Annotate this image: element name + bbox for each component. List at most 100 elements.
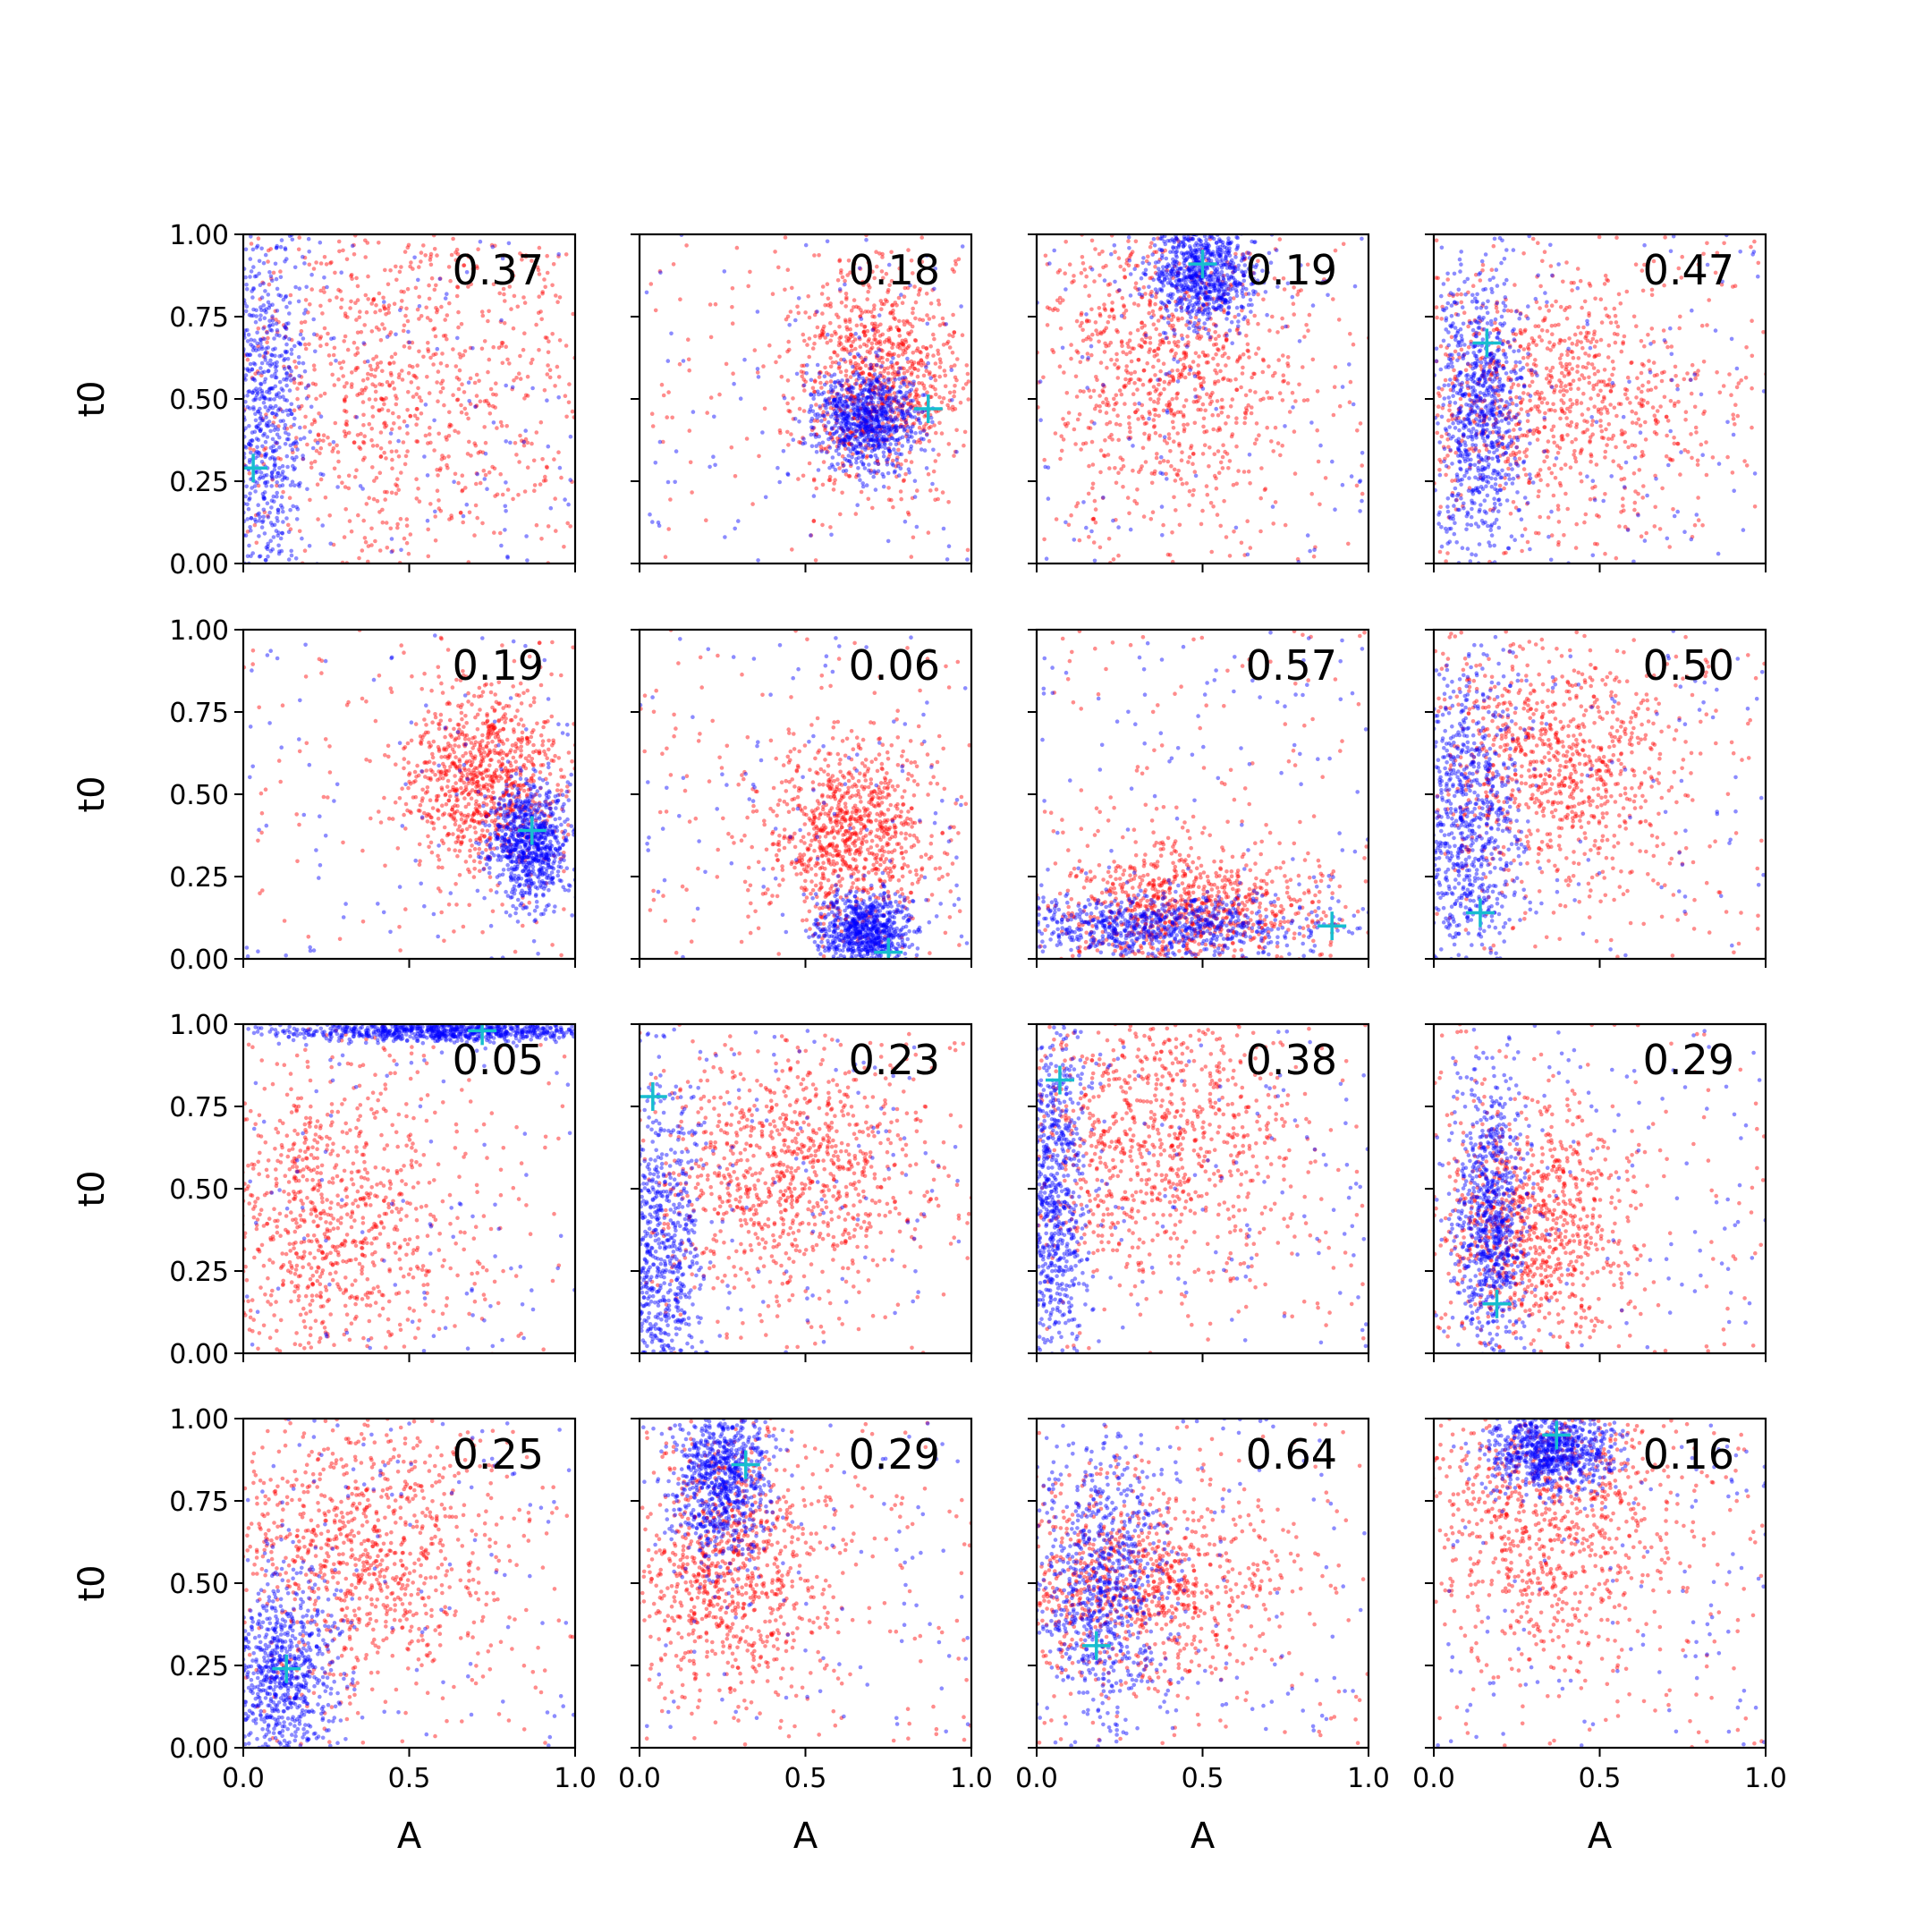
blue-point (261, 433, 266, 438)
red-point (1148, 517, 1154, 521)
red-point (1267, 328, 1272, 333)
red-point (876, 387, 880, 392)
red-point (1360, 463, 1364, 468)
red-point (387, 440, 393, 445)
red-point (355, 351, 360, 355)
red-point (534, 522, 539, 528)
blue-point (844, 422, 849, 428)
red-point (862, 325, 867, 329)
blue-point (889, 396, 894, 401)
red-point (1157, 377, 1162, 382)
red-point (958, 400, 963, 405)
blue-point (1192, 243, 1198, 248)
red-point (909, 372, 914, 377)
red-point (1216, 413, 1221, 418)
blue-point (1185, 284, 1190, 288)
blue-point (861, 421, 866, 427)
blue-point (875, 456, 879, 461)
blue-point (872, 409, 877, 414)
blue-point (887, 399, 893, 404)
blue-point (290, 479, 295, 484)
red-point (1064, 424, 1069, 428)
red-point (852, 298, 857, 302)
red-point (1097, 306, 1102, 310)
blue-point (857, 427, 862, 432)
red-point (1136, 358, 1140, 362)
red-point (375, 498, 380, 504)
red-point (248, 446, 252, 451)
red-point (545, 270, 550, 275)
blue-point (250, 438, 255, 444)
blue-point (1227, 246, 1232, 250)
red-point (945, 339, 951, 344)
red-point (383, 420, 387, 426)
red-point (1181, 412, 1186, 418)
red-point (500, 341, 505, 345)
red-point (877, 437, 881, 443)
blue-point (523, 428, 528, 433)
red-point (392, 386, 397, 391)
red-point (1127, 256, 1131, 260)
red-point (1219, 397, 1224, 402)
red-point (1211, 343, 1216, 347)
blue-point (1326, 292, 1330, 298)
red-point (359, 330, 364, 335)
red-point (849, 390, 853, 394)
blue-point (862, 406, 868, 411)
blue-point (268, 445, 274, 450)
red-point (909, 460, 914, 464)
red-point (1261, 297, 1266, 302)
blue-point (239, 308, 243, 312)
blue-point (275, 408, 281, 412)
red-point (1104, 402, 1109, 408)
red-point (339, 297, 344, 302)
blue-point (1252, 240, 1257, 245)
red-point (864, 420, 869, 426)
red-point (908, 380, 913, 386)
red-point (858, 406, 862, 411)
red-point (819, 386, 824, 390)
red-point (815, 419, 820, 423)
blue-point (817, 434, 821, 439)
blue-point (815, 309, 819, 314)
blue-point (1166, 300, 1172, 305)
blue-point (869, 410, 874, 414)
red-point (843, 440, 848, 445)
blue-point (335, 485, 340, 489)
blue-point (1188, 274, 1192, 278)
blue-point (1184, 344, 1190, 349)
blue-point (277, 334, 282, 338)
red-point (930, 385, 936, 389)
red-point (1067, 262, 1072, 267)
red-point (256, 236, 261, 242)
red-point (396, 415, 402, 419)
red-point (896, 295, 902, 301)
blue-point (845, 378, 850, 384)
red-point (341, 360, 346, 364)
blue-point (811, 494, 817, 498)
red-point (426, 527, 431, 532)
red-point (1127, 338, 1132, 343)
blue-point (1237, 282, 1241, 286)
red-point (355, 298, 360, 302)
red-point (729, 445, 734, 450)
red-point (1149, 480, 1155, 486)
blue-point (271, 444, 276, 449)
blue-point (360, 487, 365, 491)
blue-point (877, 431, 883, 436)
blue-point (844, 413, 850, 419)
red-point (1322, 277, 1326, 282)
blue-point (277, 435, 282, 440)
red-point (382, 307, 387, 311)
red-point (546, 363, 550, 368)
blue-point (394, 332, 398, 337)
red-point (880, 332, 886, 337)
blue-point (1060, 345, 1065, 351)
red-point (1132, 369, 1138, 375)
blue-point (1147, 416, 1151, 421)
blue-point (832, 397, 837, 402)
red-point (1254, 437, 1259, 442)
red-point (853, 434, 858, 439)
red-point (455, 251, 461, 257)
blue-point (785, 472, 791, 478)
